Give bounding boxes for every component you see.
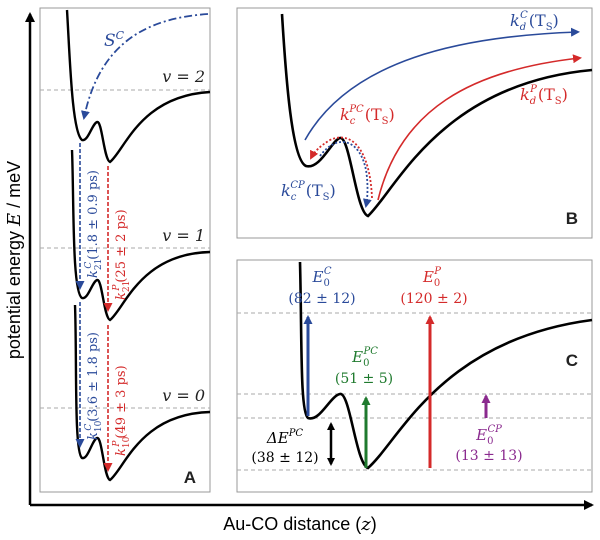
sc-arrow [81, 13, 209, 120]
x-axis-label: Au-CO distance (z) [223, 514, 377, 535]
level-label-v2: v = 2 [162, 67, 205, 86]
kdp-label: kdP(TS) [520, 84, 568, 107]
k10p-label: k10P(49 ± 3 ps) [112, 365, 132, 456]
potential-curve-v2 [65, 9, 211, 164]
kdc-label: kdC(TS) [510, 10, 559, 33]
level-label-v0: v = 0 [162, 386, 205, 405]
y-axis-label: potential energy E / meV [4, 161, 25, 359]
panel-c: E0C (82 ± 12) E0P (120 ± 2) E0PC (51 ± 5… [236, 259, 593, 493]
kdc-arrow [304, 27, 580, 141]
potential-curve-v0 [73, 304, 211, 482]
delta-e-symbol: ΔEPC [266, 428, 304, 447]
kcpc-label: kcPC(TS) [340, 104, 395, 127]
panel-b: kdC(TS) kdP(TS) kcPC(TS) kcCP(TS) B [236, 7, 593, 239]
e0pc-symbol: E0PC [351, 346, 378, 369]
e0pc-value: (51 ± 5) [335, 371, 393, 387]
main-axes [25, 12, 594, 510]
e0cp-value: (13 ± 13) [455, 448, 522, 464]
e0c-symbol: E0C [312, 266, 332, 289]
k21p-label: k21P(25 ± 2 ps) [112, 209, 132, 300]
panel-a: v = 2 v = 1 v = 0 SC k21C(1.8 ± 0.9 ps) … [39, 7, 211, 493]
potential-curve-v1 [70, 149, 211, 322]
level-label-v1: v = 1 [162, 226, 205, 245]
kcpc-arrow [310, 136, 373, 199]
panel-a-label: A [184, 468, 196, 487]
e0p-value: (120 ± 2) [400, 291, 467, 307]
delta-e-value: (38 ± 12) [251, 450, 318, 466]
panel-b-curve [280, 13, 593, 218]
sc-label: SC [104, 29, 125, 51]
panel-c-label: C [566, 351, 578, 370]
e0p-symbol: E0P [422, 266, 441, 289]
kccp-label: kcCP(TS) [281, 180, 336, 203]
panel-b-label: B [566, 209, 578, 228]
e0c-value: (82 ± 12) [288, 291, 355, 307]
e0cp-symbol: E0CP [475, 424, 502, 447]
kdp-arrow [377, 54, 582, 201]
k10c-label: k10C(3.6 ± 1.8 ps) [84, 332, 104, 440]
panel-c-curve [298, 261, 593, 470]
k21c-label: k21C(1.8 ± 0.9 ps) [84, 170, 104, 278]
